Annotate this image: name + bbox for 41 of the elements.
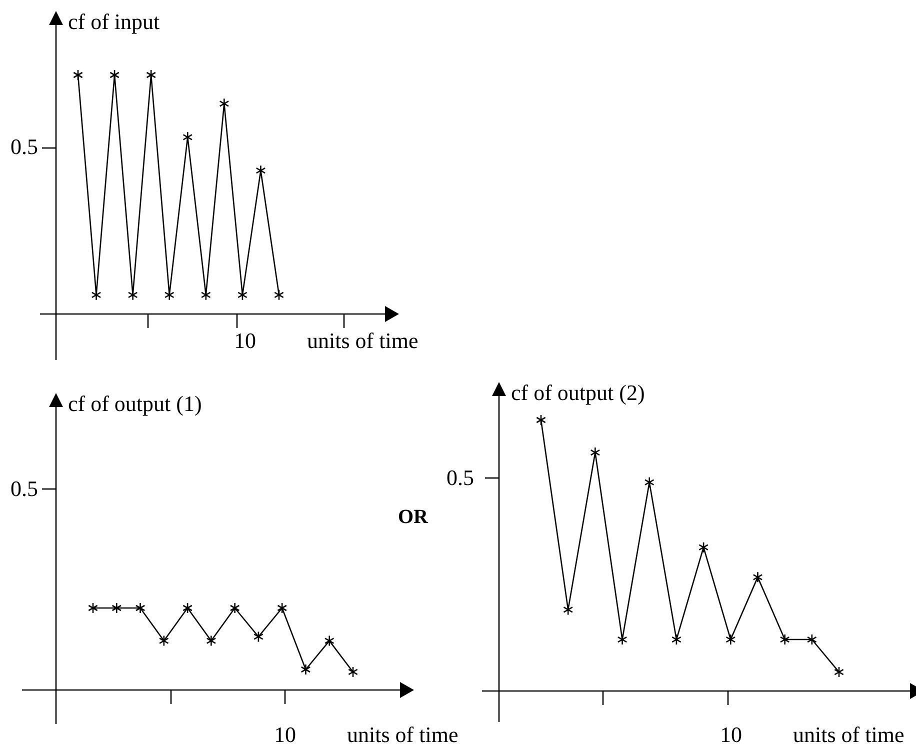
point [253, 631, 264, 642]
point [146, 69, 156, 81]
point [536, 414, 546, 426]
point [135, 602, 146, 614]
text: 10 [274, 722, 296, 747]
point [274, 289, 284, 301]
text: 10 [720, 722, 742, 747]
point [88, 602, 98, 614]
point [256, 164, 266, 176]
point [563, 604, 574, 616]
point [698, 542, 709, 554]
point [726, 634, 736, 646]
x-axis-title: units of time [307, 328, 418, 353]
y-axis-title: cf of input [68, 9, 160, 34]
y-axis-title: cf of output (1) [68, 391, 202, 416]
point [780, 634, 790, 646]
text: 0.5 [446, 465, 474, 490]
point [752, 572, 763, 583]
point [348, 666, 358, 678]
point [806, 634, 817, 646]
point [324, 635, 334, 646]
point [112, 602, 122, 614]
point [590, 446, 600, 458]
point [671, 634, 682, 646]
text: 0.5 [10, 476, 38, 501]
point [206, 635, 216, 646]
y-axis-title: cf of output (2) [511, 380, 645, 405]
x-axis-title: units of time [793, 722, 904, 747]
point [182, 602, 193, 614]
point [300, 664, 311, 676]
point [834, 666, 844, 678]
point [73, 69, 83, 81]
point [644, 476, 654, 488]
x-axis-title: units of time [347, 722, 458, 747]
point [277, 602, 288, 614]
text: 0.5 [10, 134, 38, 159]
point [158, 635, 169, 646]
text: 10 [234, 328, 256, 353]
point [230, 602, 240, 614]
point [617, 634, 628, 646]
text: OR [398, 506, 429, 528]
